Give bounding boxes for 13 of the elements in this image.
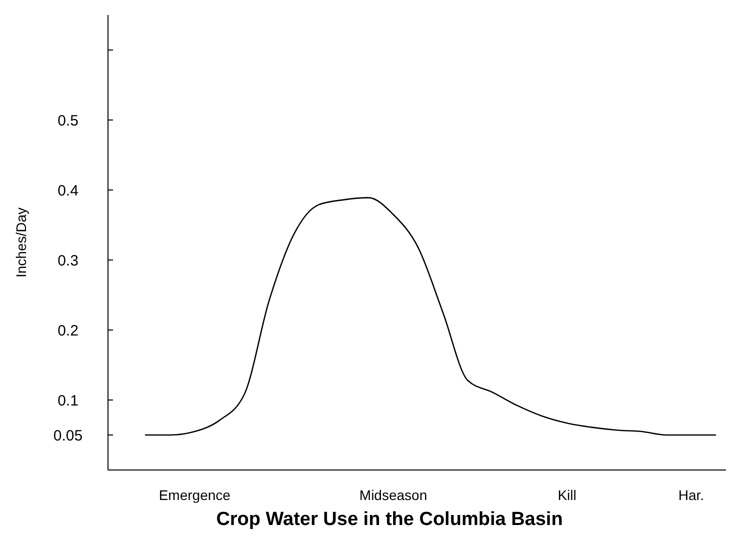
y-tick-label: 0.05	[53, 427, 83, 444]
y-tick-label: 0.3	[58, 252, 78, 270]
line-series	[144, 197, 717, 436]
y-tick-label: 0.2	[58, 322, 78, 340]
x-tick-label: Midseason	[359, 487, 428, 503]
x-tick-label: Kill	[558, 487, 576, 503]
x-tick-label: Har.	[678, 487, 704, 503]
y-tick-label: 0.5	[58, 112, 78, 130]
y-tick-label: 0.1	[58, 392, 78, 410]
y-tick-label: 0.4	[58, 182, 78, 200]
y-axis-title: Inches/Day	[13, 207, 29, 278]
text: Crop Water Use in the Columbia Basin	[216, 509, 563, 530]
x-tick-label: Emergence	[158, 487, 231, 503]
